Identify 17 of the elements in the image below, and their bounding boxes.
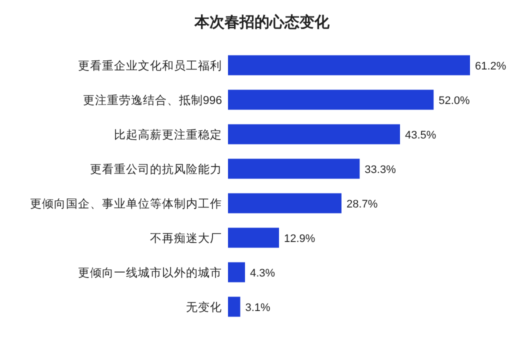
value-label: 52.0%	[438, 94, 470, 107]
category-label: 更倾向一线城市以外的城市	[78, 267, 222, 280]
value-label: 4.3%	[250, 267, 276, 280]
category-label: 更看重企业文化和员工福利	[78, 60, 222, 72]
value-label: 28.7%	[346, 198, 378, 210]
category-label: 比起高薪更注重稳定	[114, 129, 222, 142]
title: 本次春招的心态变化	[194, 14, 330, 31]
category-label: 无变化	[186, 302, 222, 314]
value-label: 61.2%	[475, 60, 506, 72]
value-label: 3.1%	[245, 302, 270, 314]
value-label: 43.5%	[405, 129, 436, 142]
value-label: 33.3%	[364, 164, 396, 176]
category-label: 更倾向国企、事业单位等体制内工作	[30, 198, 222, 210]
value-label: 12.9%	[284, 232, 316, 245]
category-label: 不再痴迷大厂	[150, 232, 222, 245]
category-label: 更看重公司的抗风险能力	[90, 164, 222, 176]
category-label: 更注重劳逸结合、抵制996	[82, 94, 222, 107]
